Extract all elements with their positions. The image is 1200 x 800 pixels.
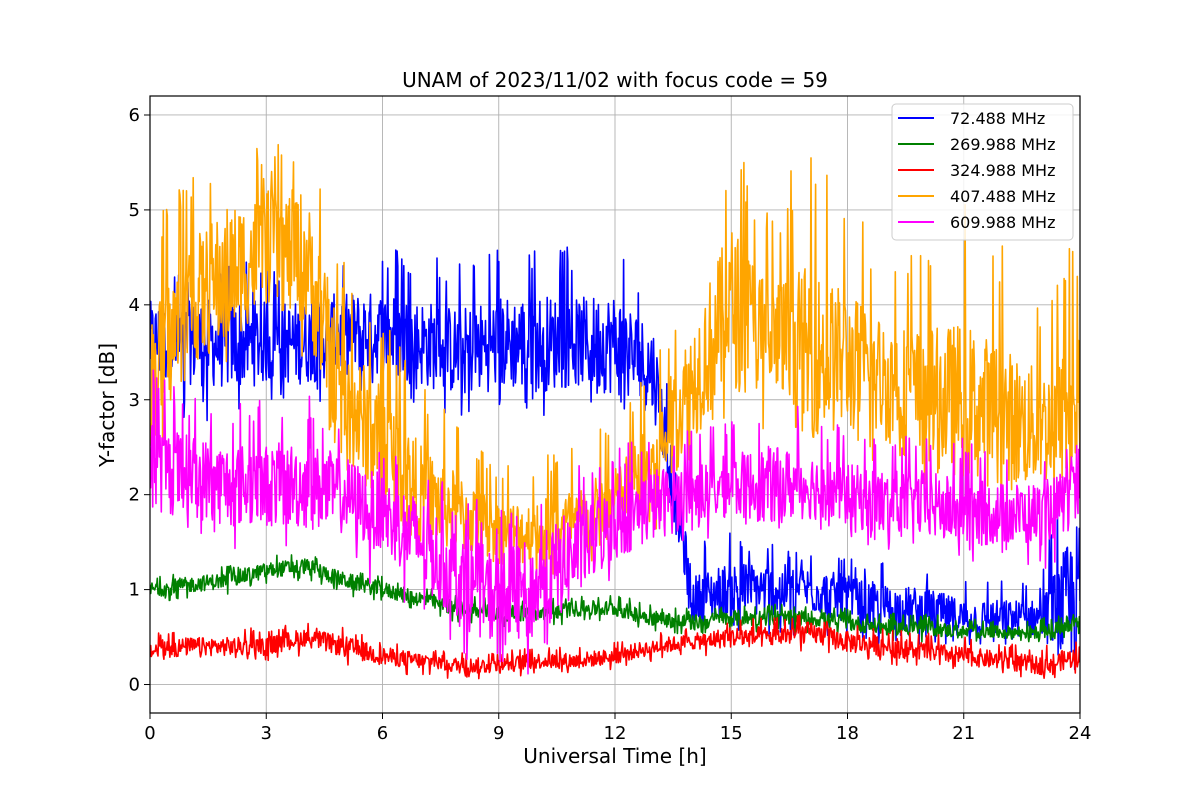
x-tick-label: 18 bbox=[836, 723, 859, 744]
y-axis-label: Y-factor [dB] bbox=[95, 343, 119, 468]
x-tick-label: 9 bbox=[493, 723, 504, 744]
series-line-1 bbox=[150, 554, 1080, 643]
x-tick-label: 0 bbox=[144, 723, 155, 744]
legend-label-2: 324.988 MHz bbox=[950, 161, 1055, 180]
y-tick-label: 3 bbox=[129, 390, 140, 411]
series-line-4 bbox=[150, 369, 1080, 675]
series-line-0 bbox=[150, 246, 1080, 671]
y-tick-label: 5 bbox=[129, 200, 140, 221]
series-line-3 bbox=[150, 143, 1080, 579]
x-tick-label: 3 bbox=[261, 723, 272, 744]
legend-box bbox=[891, 103, 1074, 241]
y-tick-label: 2 bbox=[129, 485, 140, 506]
y-tick-label: 1 bbox=[129, 580, 140, 601]
series-group bbox=[150, 143, 1080, 680]
y-tick-label: 4 bbox=[129, 295, 140, 316]
x-tick-label: 21 bbox=[952, 723, 975, 744]
chart-title: UNAM of 2023/11/02 with focus code = 59 bbox=[402, 68, 828, 92]
series-layer bbox=[150, 143, 1080, 680]
legend-label-0: 72.488 MHz bbox=[950, 109, 1045, 128]
series-line-2 bbox=[150, 614, 1080, 680]
legend-label-4: 609.988 MHz bbox=[950, 213, 1055, 232]
legend: 72.488 MHz 269.988 MHz 324.988 MHz 407.488 … bbox=[891, 103, 1074, 241]
y-tick-label: 0 bbox=[129, 675, 140, 696]
x-axis-label: Universal Time [h] bbox=[523, 744, 706, 768]
x-tick-label: 6 bbox=[377, 723, 388, 744]
x-tick-label: 12 bbox=[604, 723, 627, 744]
x-tick-label: 15 bbox=[720, 723, 743, 744]
legend-label-3: 407.488 MHz bbox=[950, 187, 1055, 206]
legend-label-1: 269.988 MHz bbox=[950, 135, 1055, 154]
y-tick-label: 6 bbox=[129, 105, 140, 126]
x-tick-label: 24 bbox=[1069, 723, 1092, 744]
